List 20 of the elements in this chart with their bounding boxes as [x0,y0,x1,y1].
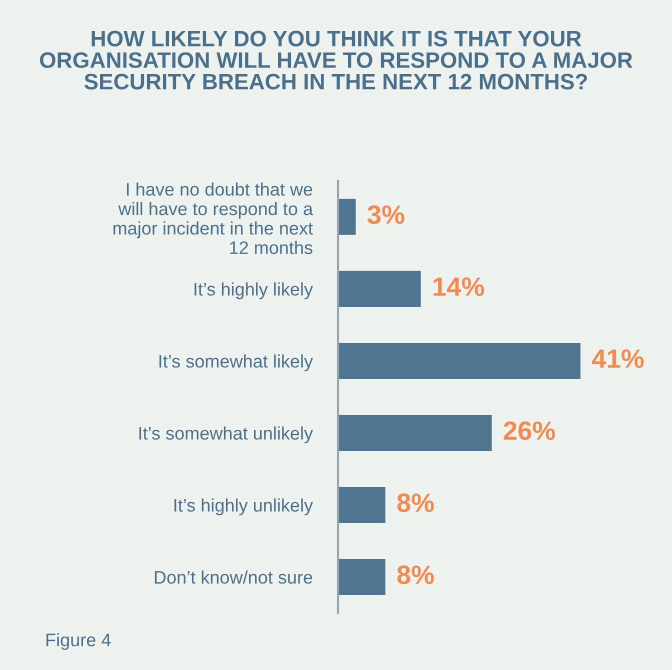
y-tick-label: It’s somewhat unlikely [139,426,313,444]
y-tick-label: It’s highly unlikely [174,498,313,516]
y-tick-label: It’s highly likely [194,282,313,300]
data-label: 14% [434,277,484,296]
chart-title: HOW LIKELY DO YOU THINK IT IS THAT YOUR ORGANISATION WILL HAVE TO RESPOND TO A MAJOR SECURITY BREACH IN THE NEXT 12 MONTHS? [40,30,632,90]
bar [338,487,386,524]
data-label: 3% [367,205,404,224]
data-label: 41% [592,349,644,368]
data-label: 8% [397,493,434,512]
bar [338,414,492,451]
bar [338,270,421,307]
y-tick-label: I have no doubt that we will have to respond to a major incident in the next 12 months [114,182,314,254]
bar [338,342,580,379]
caption: Figure 4 [46,633,111,650]
y-tick-label: It’s somewhat likely [159,354,313,372]
data-label: 26% [504,421,555,440]
y-tick-label: Don’t know/not sure [154,570,312,584]
data-label: 8% [397,565,434,584]
bar [338,198,356,235]
bar [338,559,386,596]
